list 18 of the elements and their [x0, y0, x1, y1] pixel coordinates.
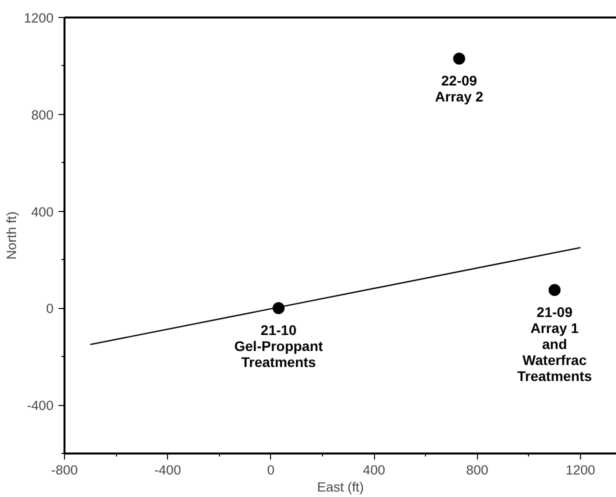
y-tick-label: 800	[31, 107, 54, 122]
point	[453, 52, 466, 65]
y-axis-title: North ft)	[4, 211, 19, 260]
x-tick-label: -800	[51, 462, 78, 478]
x-tick-label: 800	[466, 462, 488, 478]
annotation: 21-09 Array 1 and Waterfrac Treatments	[517, 304, 592, 384]
y-tick-label: 400	[31, 204, 54, 220]
x-tick-label: -400	[154, 462, 182, 478]
point	[548, 284, 561, 296]
y-tick-label: 0	[46, 301, 54, 316]
annotation: 21-10 Gel-Proppant Treatments	[234, 322, 324, 370]
annotation: 22-09 Array 2	[435, 72, 484, 105]
x-tick-label: 0	[267, 462, 275, 478]
x-axis-title: East (ft)	[317, 480, 364, 494]
y-tick-label: 1200	[24, 10, 54, 26]
x-tick-label: 400	[362, 462, 386, 478]
y-tick-label: -400	[26, 398, 54, 414]
x-tick-label: 1200	[566, 462, 596, 478]
